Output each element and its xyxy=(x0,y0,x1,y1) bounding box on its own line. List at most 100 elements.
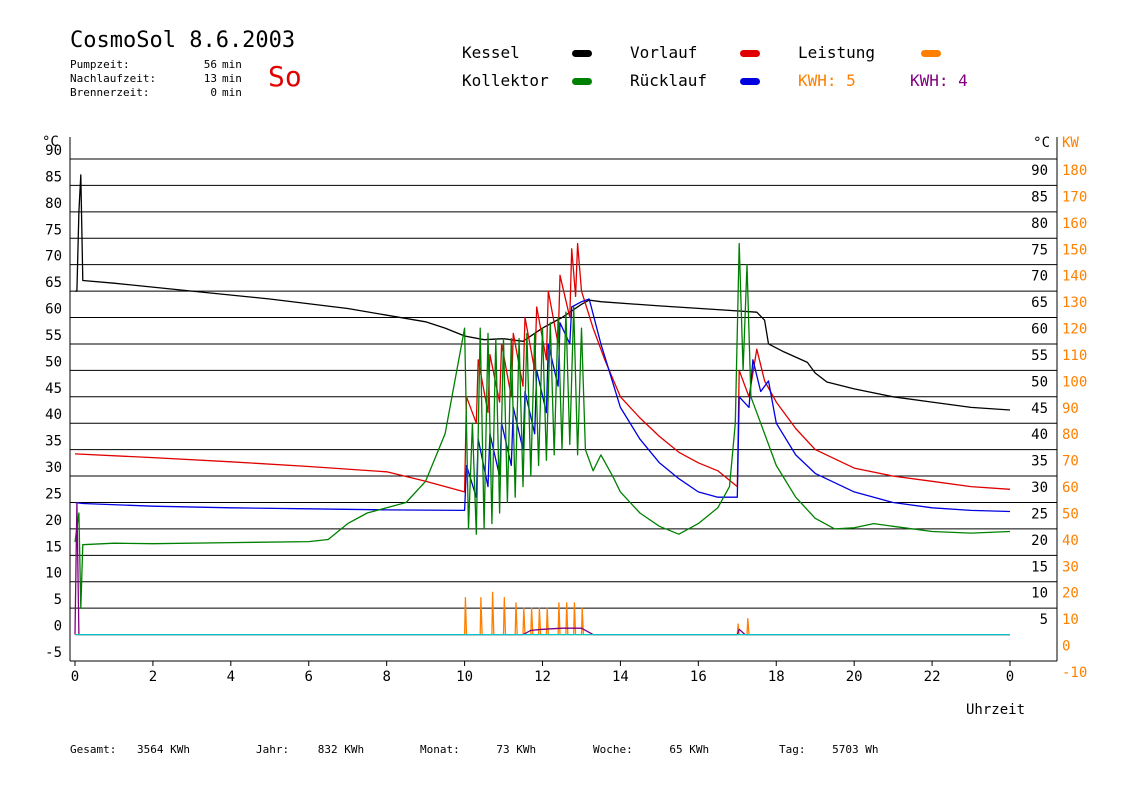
footer-value: 65 KWh xyxy=(669,743,710,756)
axis-labels: -5051015202530354045505560657075808590°C… xyxy=(42,134,1087,685)
series-kessel xyxy=(75,174,1011,411)
info-unit: min xyxy=(222,72,242,85)
x-tick-label: 6 xyxy=(305,669,313,685)
footer-value: 5703 Wh xyxy=(832,743,879,756)
x-tick-label: 18 xyxy=(768,669,785,685)
y-tick-label-right-temp: 60 xyxy=(1031,322,1048,338)
footer-gesamt: Gesamt: 3564 KWh xyxy=(70,743,190,756)
y-tick-label-left: 75 xyxy=(45,222,62,238)
footer-label: Tag: xyxy=(779,743,806,756)
y-tick-label-left: -5 xyxy=(45,645,62,661)
y-tick-label-right-power: 180 xyxy=(1062,163,1087,179)
legend-kollektor-label: Kollektor xyxy=(462,71,549,90)
info-label: Nachlaufzeit: xyxy=(70,72,157,85)
y-tick-label-right-temp: 10 xyxy=(1031,586,1048,602)
x-tick-label: 22 xyxy=(924,669,941,685)
y-tick-label-right-temp: 55 xyxy=(1031,348,1048,364)
legend-leistung-swatch xyxy=(921,50,941,57)
info-label: Brennerzeit: xyxy=(70,86,150,99)
y-unit-right-power: KW xyxy=(1062,135,1079,151)
legend-kwh-orange: KWH: 5 xyxy=(798,71,856,90)
footer-jahr: Jahr: 832 KWh xyxy=(256,743,364,756)
legend-kessel-label: Kessel xyxy=(462,43,520,62)
footer-label: Jahr: xyxy=(256,743,290,756)
y-tick-label-left: 70 xyxy=(45,249,62,265)
info-value: 56 xyxy=(203,58,217,71)
y-tick-label-left: 30 xyxy=(45,460,62,476)
y-tick-label-left: 80 xyxy=(45,196,62,212)
y-tick-label-right-temp: 20 xyxy=(1031,533,1048,549)
y-tick-label-right-power: 80 xyxy=(1062,427,1079,443)
y-tick-label-right-power: 140 xyxy=(1062,269,1087,285)
y-tick-label-right-power: -10 xyxy=(1062,665,1087,681)
y-tick-label-right-power: 50 xyxy=(1062,506,1079,522)
legend-kollektor-swatch xyxy=(572,78,592,85)
legend-vorlauf-label: Vorlauf xyxy=(630,43,698,62)
x-tick-label: 20 xyxy=(846,669,863,685)
y-unit-left: °C xyxy=(42,134,59,150)
y-tick-label-left: 50 xyxy=(45,354,62,370)
y-tick-label-right-temp: 85 xyxy=(1031,189,1048,205)
y-tick-label-left: 5 xyxy=(54,592,62,608)
y-unit-right-temp: °C xyxy=(1033,135,1050,151)
footer-monat: Monat: 73 KWh xyxy=(420,743,536,756)
y-tick-label-right-temp: 5 xyxy=(1040,612,1048,628)
footer-label: Monat: xyxy=(420,743,460,756)
legend-kessel-swatch xyxy=(572,50,592,57)
x-tick-label: 2 xyxy=(149,669,157,685)
brennerzeit-info: Brennerzeit: 0 min xyxy=(70,86,242,99)
y-tick-label-right-temp: 30 xyxy=(1031,480,1048,496)
x-tick-label: 4 xyxy=(227,669,235,685)
pumpzeit-info: Pumpzeit: 56 min xyxy=(70,58,242,71)
series-leistung xyxy=(75,591,1010,636)
legend-leistung-label: Leistung xyxy=(798,43,876,62)
footer-tag: Tag: 5703 Wh xyxy=(779,743,878,756)
y-tick-label-left: 25 xyxy=(45,486,62,502)
series-vorlauf xyxy=(74,242,1011,493)
plot-frame xyxy=(69,137,1058,666)
legend-vorlauf-swatch xyxy=(740,50,760,57)
x-tick-label: 8 xyxy=(382,669,390,685)
y-tick-label-right-temp: 75 xyxy=(1031,242,1048,258)
x-tick-label: 16 xyxy=(690,669,707,685)
series-r-cklauf xyxy=(74,298,1011,513)
y-tick-label-right-power: 150 xyxy=(1062,242,1087,258)
y-tick-label-right-power: 170 xyxy=(1062,189,1087,205)
y-tick-label-right-power: 100 xyxy=(1062,374,1087,390)
nachlaufzeit-info: Nachlaufzeit: 13 min xyxy=(70,72,242,85)
y-tick-label-right-power: 0 xyxy=(1062,639,1070,655)
legend-kwh-purple: KWH: 4 xyxy=(910,71,968,90)
info-unit: min xyxy=(222,58,242,71)
y-tick-label-left: 35 xyxy=(45,434,62,450)
series-kwh xyxy=(74,501,1010,636)
y-tick-label-right-power: 110 xyxy=(1062,348,1087,364)
y-tick-label-right-power: 30 xyxy=(1062,559,1079,575)
y-tick-label-right-temp: 70 xyxy=(1031,269,1048,285)
y-tick-label-right-temp: 50 xyxy=(1031,374,1048,390)
y-tick-label-left: 0 xyxy=(54,619,62,635)
y-tick-label-right-power: 90 xyxy=(1062,401,1079,417)
info-label: Pumpzeit: xyxy=(70,58,130,71)
x-tick-label: 14 xyxy=(612,669,629,685)
y-tick-label-right-power: 10 xyxy=(1062,612,1079,628)
footer-value: 832 KWh xyxy=(317,743,365,756)
y-tick-label-right-power: 130 xyxy=(1062,295,1087,311)
y-tick-label-left: 20 xyxy=(45,513,62,529)
chart-title: CosmoSol 8.6.2003 xyxy=(70,28,296,53)
data-series xyxy=(74,174,1011,636)
y-tick-label-left: 40 xyxy=(45,407,62,423)
footer-value: 3564 KWh xyxy=(136,743,190,756)
y-tick-label-left: 55 xyxy=(45,328,62,344)
y-tick-label-right-power: 60 xyxy=(1062,480,1079,496)
footer-label: Gesamt: xyxy=(70,743,117,756)
x-tick-label: 0 xyxy=(1006,669,1014,685)
y-tick-label-right-power: 160 xyxy=(1062,216,1087,232)
y-tick-label-left: 90 xyxy=(45,143,62,159)
legend-ruecklauf-swatch xyxy=(740,78,760,85)
legend-ruecklauf-label: Rücklauf xyxy=(630,71,708,90)
footer-value: 73 KWh xyxy=(496,743,537,756)
x-tick-label: 0 xyxy=(71,669,79,685)
y-tick-label-right-temp: 90 xyxy=(1031,163,1048,179)
info-value: 0 xyxy=(210,86,217,99)
